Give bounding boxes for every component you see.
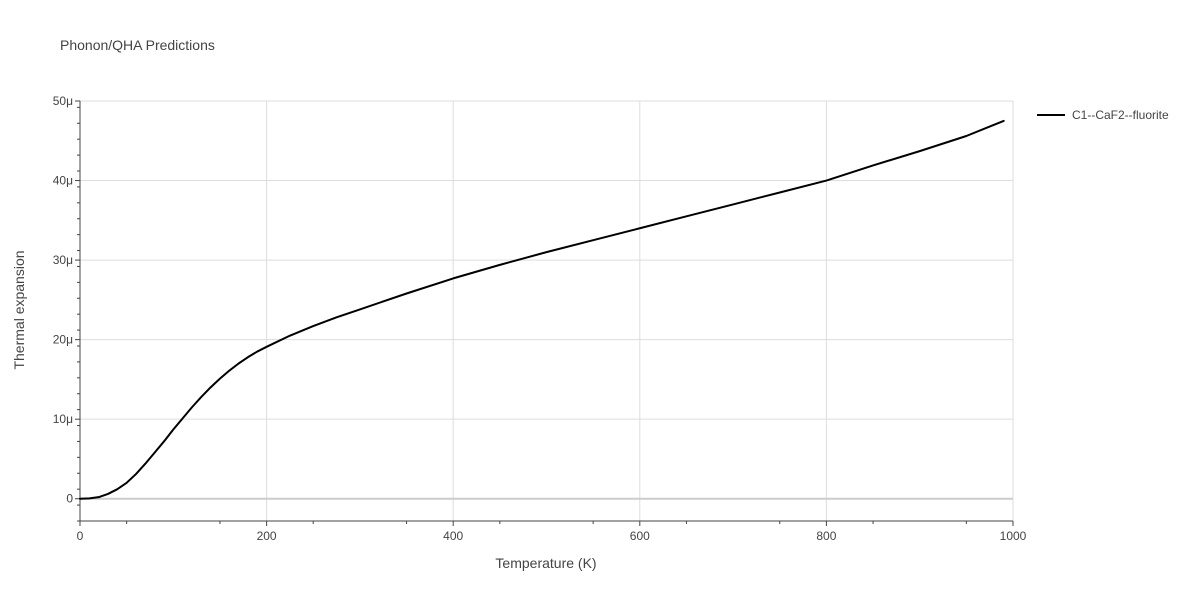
- y-tick-label: 50μ: [53, 94, 73, 108]
- x-tick-label: 200: [257, 529, 277, 543]
- x-tick-label: 0: [77, 529, 84, 543]
- labels: Phonon/QHA Predictions Temperature (K) T…: [11, 37, 597, 571]
- series-layer: [79, 119, 1005, 500]
- chart-title: Phonon/QHA Predictions: [60, 37, 215, 53]
- grid: [80, 100, 1014, 521]
- y-tick-label: 0: [66, 492, 73, 506]
- x-tick-label: 600: [630, 529, 650, 543]
- axes: 0 200 400 600 800 1000 0 10μ 20μ 30μ 40μ 50μ: [53, 94, 1027, 543]
- y-tick-label: 40μ: [53, 174, 73, 188]
- y-axis-label: Thermal expansion: [11, 250, 27, 369]
- x-tick-label: 800: [816, 529, 836, 543]
- x-tick-label: 1000: [1000, 529, 1027, 543]
- y-tick-label: 20μ: [53, 333, 73, 347]
- y-tick-label: 10μ: [53, 412, 73, 426]
- x-tick-label: 400: [443, 529, 463, 543]
- x-axis-label: Temperature (K): [495, 555, 596, 571]
- series-line-0[interactable]: [79, 119, 1005, 500]
- y-tick-label: 30μ: [53, 253, 73, 267]
- legend-label: C1--CaF2--fluorite: [1072, 108, 1169, 122]
- legend[interactable]: C1--CaF2--fluorite: [1037, 108, 1169, 122]
